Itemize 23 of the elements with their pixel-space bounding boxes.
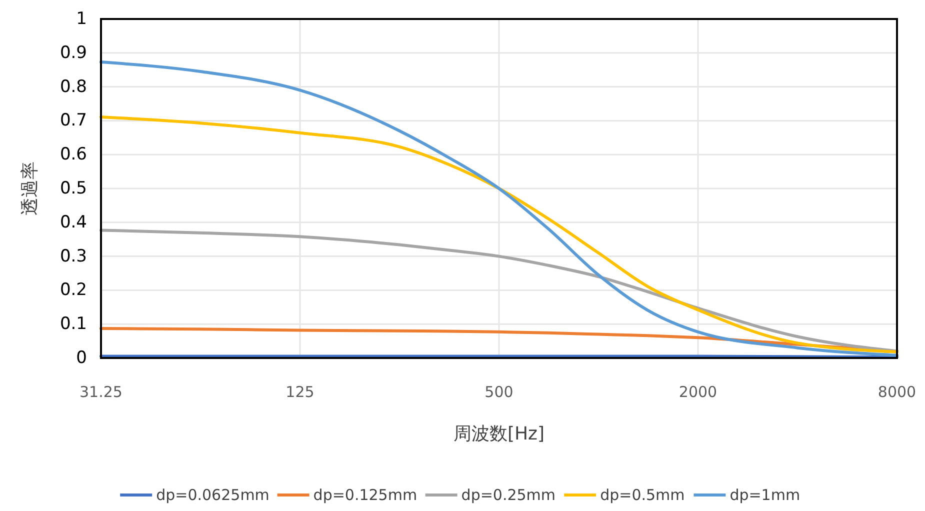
y-tick-label: 0.7 [60, 110, 87, 131]
x-tick-label: 8000 [878, 383, 916, 401]
x-axis-title: 周波数[Hz] [453, 424, 545, 444]
y-tick-label: 0.6 [60, 144, 87, 165]
y-tick-label: 0.8 [60, 76, 87, 97]
y-tick-label: 0.3 [60, 246, 87, 266]
x-tick-label: 2000 [678, 383, 718, 401]
y-tick-label: 1 [76, 9, 87, 29]
y-tick-label: 0.5 [60, 178, 87, 198]
x-tick-label: 31.25 [80, 383, 122, 401]
legend-label: dp=0.5mm [600, 486, 685, 504]
y-tick-label: 0.4 [60, 212, 87, 232]
y-tick-label: 0.2 [60, 280, 87, 300]
legend-label: dp=0.25mm [461, 486, 556, 504]
legend-label: dp=1mm [730, 486, 800, 504]
x-tick-label: 125 [286, 383, 314, 401]
y-axis-title: 透過率 [20, 162, 40, 216]
legend-label: dp=0.125mm [313, 486, 418, 504]
y-tick-label: 0.9 [60, 42, 87, 63]
x-tick-label: 500 [484, 383, 514, 401]
y-tick-label: 0.1 [60, 314, 87, 334]
y-tick-label: 0 [76, 348, 87, 368]
legend-label: dp=0.0625mm [156, 486, 270, 504]
